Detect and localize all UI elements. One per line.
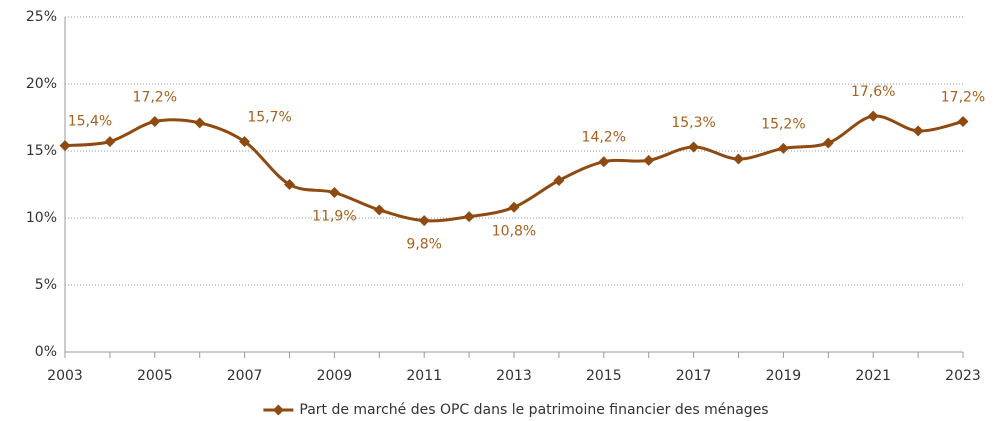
marker [508,201,520,213]
y-tick-label: 10% [26,210,57,226]
x-tick-label: 2005 [137,368,173,384]
marker [688,141,700,153]
data-label: 17,6% [851,84,895,100]
x-tick-label: 2019 [766,368,802,384]
marker [239,136,251,148]
marker [328,187,340,199]
data-label: 15,3% [671,115,715,131]
data-label: 15,7% [247,110,291,126]
y-tick-label: 25% [26,9,57,25]
legend-marker [272,404,284,416]
marker [598,156,610,168]
y-tick-label: 15% [26,143,57,159]
data-label: 17,2% [133,90,177,106]
x-tick-label: 2021 [855,368,891,384]
marker [463,211,475,223]
marker [912,125,924,137]
y-tick-label: 0% [35,344,57,360]
marker [59,140,71,152]
marker [733,153,744,165]
data-label: 14,2% [582,130,626,146]
x-tick-label: 2023 [945,368,981,384]
data-label: 15,4% [68,114,112,130]
legend-label: Part de marché des OPC dans le patrimoin… [299,402,768,418]
data-label: 9,8% [406,237,442,253]
x-tick-label: 2009 [317,368,353,384]
marker [418,215,430,227]
data-label: 11,9% [312,209,356,225]
x-tick-label: 2003 [47,368,83,384]
x-tick-label: 2013 [496,368,532,384]
x-tick-label: 2011 [406,368,442,384]
marker [822,137,834,149]
y-tick-label: 20% [26,76,57,92]
marker [373,204,385,216]
marker [284,179,295,190]
data-label: 10,8% [492,223,536,239]
marker [104,136,116,148]
marker [149,116,161,128]
marker [194,117,206,129]
x-tick-label: 2007 [227,368,263,384]
marker [957,116,969,128]
marker [777,142,789,154]
marker [867,110,879,122]
y-tick-label: 5% [35,277,57,293]
x-tick-label: 2015 [586,368,622,384]
marker [553,174,565,186]
data-label: 17,2% [941,90,985,106]
marker [643,154,655,166]
data-label: 15,2% [761,116,805,132]
x-tick-label: 2017 [676,368,712,384]
